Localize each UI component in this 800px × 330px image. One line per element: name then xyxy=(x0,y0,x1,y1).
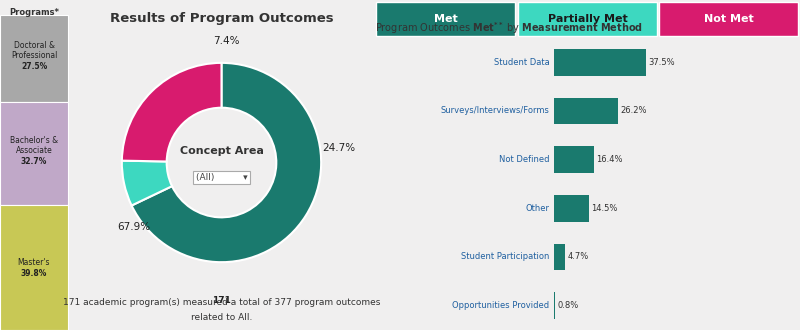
Bar xyxy=(659,2,798,36)
Text: Associate: Associate xyxy=(16,146,52,155)
Bar xyxy=(554,292,555,319)
Bar xyxy=(0,102,68,205)
Text: Surveys/Interviews/Forms: Surveys/Interviews/Forms xyxy=(440,107,550,116)
Text: 171 academic program(s) measured a total of 377 program outcomes: 171 academic program(s) measured a total… xyxy=(63,298,380,307)
Bar xyxy=(0,205,68,330)
Bar xyxy=(376,2,515,36)
Text: Opportunities Provided: Opportunities Provided xyxy=(452,301,550,310)
Bar xyxy=(554,195,590,222)
Text: 4.7%: 4.7% xyxy=(567,252,589,261)
Wedge shape xyxy=(131,63,321,262)
Text: Concept Area: Concept Area xyxy=(179,146,263,155)
Text: Programs*: Programs* xyxy=(9,8,59,17)
Bar xyxy=(554,49,646,76)
Bar xyxy=(554,98,618,124)
Text: Not Met: Not Met xyxy=(704,14,754,24)
Text: Program Outcomes $\mathbf{Met^{**}}$ by $\mathbf{Measurement\ Method}$: Program Outcomes $\mathbf{Met^{**}}$ by … xyxy=(375,20,643,36)
Text: Not Defined: Not Defined xyxy=(498,155,550,164)
Bar xyxy=(518,2,657,36)
Text: (All)          ▾: (All) ▾ xyxy=(196,173,247,182)
Text: Partially Met: Partially Met xyxy=(548,14,627,24)
Text: related to All.: related to All. xyxy=(191,314,252,322)
Wedge shape xyxy=(122,63,222,161)
Text: 14.5%: 14.5% xyxy=(591,204,618,213)
Text: Student Data: Student Data xyxy=(494,58,550,67)
Text: 171: 171 xyxy=(212,296,231,305)
Text: 39.8%: 39.8% xyxy=(21,269,47,278)
Text: 0.8%: 0.8% xyxy=(558,301,579,310)
Bar xyxy=(0,15,68,102)
Text: 32.7%: 32.7% xyxy=(21,157,47,166)
Text: Met: Met xyxy=(434,14,458,24)
Text: 16.4%: 16.4% xyxy=(596,155,622,164)
Text: Student Participation: Student Participation xyxy=(461,252,550,261)
Text: 26.2%: 26.2% xyxy=(620,107,646,116)
Text: Master's: Master's xyxy=(18,258,50,267)
Text: 27.5%: 27.5% xyxy=(21,62,47,71)
Text: Bachelor's &: Bachelor's & xyxy=(10,136,58,145)
Bar xyxy=(554,244,565,270)
Text: Professional: Professional xyxy=(11,51,57,60)
Wedge shape xyxy=(122,161,172,206)
Text: Other: Other xyxy=(526,204,550,213)
Text: 37.5%: 37.5% xyxy=(648,58,674,67)
Bar xyxy=(554,146,594,173)
Text: Doctoral &: Doctoral & xyxy=(14,41,54,50)
Text: 7.4%: 7.4% xyxy=(214,36,240,46)
Text: 24.7%: 24.7% xyxy=(322,143,356,152)
Text: Results of Program Outcomes: Results of Program Outcomes xyxy=(110,13,334,25)
Text: 67.9%: 67.9% xyxy=(118,222,150,232)
